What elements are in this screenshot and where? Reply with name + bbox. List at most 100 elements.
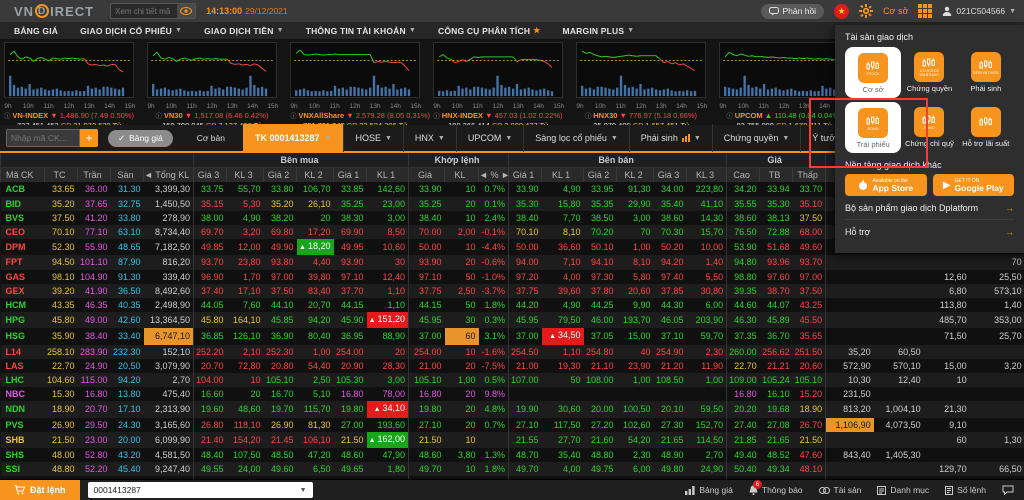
table-row-NBC[interactable]: NBC 15.30 16.80 13.80 475,40 16.60 20 16.70 5,10… [0, 387, 1024, 402]
table-row-SHB[interactable]: SHB 21.50 23.00 20.00 6,099,90 21.40 154,20 21.… [0, 431, 1024, 449]
ticker-cell[interactable]: BID [0, 196, 45, 211]
cell-b1: 33.85 [333, 182, 367, 197]
cell-fl: 33.80 [110, 210, 144, 226]
account-select[interactable]: 0001413287 ▼ [87, 482, 313, 498]
product-tile-hỗ-trợ-lãi-suất[interactable]: Hỗ trợ lãi suất [958, 102, 1014, 153]
col-header-4[interactable]: ◄ Tổng KL ► [142, 167, 194, 183]
tab-hose[interactable]: HOSE ▼ [343, 124, 404, 152]
nav-item-thông-tin-tài-khoản[interactable]: THÔNG TIN TÀI KHOẢN ▼ [305, 25, 416, 36]
tab-hnx[interactable]: HNX ▼ [404, 124, 457, 152]
ticker-cell[interactable]: DPM [0, 239, 45, 256]
ticker-cell[interactable]: SHB [0, 431, 45, 449]
symbol-search[interactable] [110, 3, 197, 19]
cell-bk1: 1,10 [366, 298, 409, 313]
ticker-cell[interactable]: PVS [0, 417, 45, 432]
ticker-cell[interactable]: HSG [0, 328, 45, 345]
ticker-cell[interactable]: SHS [0, 448, 45, 463]
ticker-cell[interactable]: L14 [0, 344, 45, 359]
place-order-button[interactable]: Đặt lệnh [0, 479, 80, 500]
search-input[interactable] [111, 6, 178, 16]
index-panel-vn-index[interactable]: 9h 10h 11h 12h 13h 14h 15h ⓘ VN-INDEX ▼ 1,486.9… [4, 42, 135, 138]
tab-chứng-quyền[interactable]: Chứng quyền ▼ [713, 124, 802, 152]
product-tile-chứng-quyền[interactable]: COVERED WARRANT Chứng quyền [901, 47, 957, 98]
table-row-LHC[interactable]: LHC 104.60 115.00 94.20 2,70 104.00 10 105.10 2,… [0, 373, 1024, 388]
table-row-HSG[interactable]: HSG 35.90 38.40 33.40 6,747,10 36.85 126,10 36.… [0, 328, 1024, 345]
product-tile-chứng-chỉ-quỹ[interactable]: FUND Chứng chỉ quỹ [901, 102, 957, 153]
bottombar-item-danh-mục[interactable]: Danh mục [877, 485, 929, 495]
ticker-cell[interactable]: LAS [0, 358, 45, 374]
cell-sk3: 114,50 [686, 431, 727, 449]
cell-f2 [873, 462, 924, 477]
tab-sàng-lọc-cổ-phiếu[interactable]: Sàng lọc cổ phiếu ▼ [524, 124, 630, 152]
ticker-cell[interactable]: HCM [0, 298, 45, 313]
product-tile-trái-phiếu[interactable]: BOND Trái phiếu [845, 102, 902, 153]
product-tile-cơ-sở[interactable]: STOCK Cơ sở [845, 47, 902, 98]
table-row-L14[interactable]: L14 258.10 283.90 232.30 152,10 252.20 2,10 252… [0, 344, 1024, 359]
ticker-cell[interactable]: SSI [0, 462, 45, 477]
eye-icon[interactable] [177, 4, 196, 18]
table-row-GAS[interactable]: GAS 98.10 104.90 91.30 339,40 96.90 1,70 97.00 3… [0, 269, 1024, 284]
bottombar-item-tài-sản[interactable]: Tài sản [818, 485, 861, 495]
cell-s1: 21.00 [508, 358, 542, 374]
table-row-DPM[interactable]: DPM 52.30 55.90 48.65 7,182,50 49.85 12,00 49.9… [0, 239, 1024, 256]
index-summary: ⓘ VN-INDEX ▼ 1,486.90 (7.49 0.50%) [4, 111, 134, 120]
cell-s3: 34.00 [653, 182, 687, 197]
appstore-button[interactable]: Available on the App Store [845, 174, 927, 196]
ticker-cell[interactable]: HPG [0, 312, 45, 329]
cell-bk3: 1,70 [226, 269, 264, 284]
bottombar-item-bảng-giá[interactable]: Bảng giá [685, 485, 733, 495]
language-flag-icon[interactable]: ★ [834, 3, 850, 19]
table-row-SHS[interactable]: SHS 48.00 52.80 43.20 4,581,50 48.40 107,50 48.… [0, 448, 1024, 463]
ticker-cell[interactable]: BVS [0, 210, 45, 226]
chat-button[interactable] [1002, 485, 1014, 495]
cell-f4 [969, 387, 1024, 402]
tab-upcom[interactable]: UPCOM ▼ [457, 124, 525, 152]
ticker-cell[interactable]: NBC [0, 387, 45, 402]
table-row-NDN[interactable]: NDN 18.90 20.70 17.10 2,313,90 19.60 48,60 19.7… [0, 401, 1024, 418]
basic-view-toggle[interactable]: Cơ bản [196, 133, 225, 143]
table-row-HPG[interactable]: HPG 45.80 49.00 42.60 13,364,50 45.80 164,10 45… [0, 312, 1024, 329]
table-row-HCM[interactable]: HCM 43.35 46.35 40.35 2,498,90 44.05 7,60 44.10… [0, 298, 1024, 313]
ticker-cell[interactable]: FPT [0, 255, 45, 270]
cell-lo: 49.60 [792, 239, 826, 256]
board-view-toggle[interactable]: ✓ Bảng giá [108, 129, 173, 147]
table-row-GEX[interactable]: GEX 39.20 41.90 36.50 8,492,60 37.40 17,10 37.5… [0, 283, 1024, 299]
table-row-SSI[interactable]: SSI 48.80 52.20 45.40 9,247,40 49.55 24,00 49.6… [0, 462, 1024, 477]
ticker-cell[interactable]: NDN [0, 401, 45, 418]
nav-item-bảng-giá[interactable]: BẢNG GIÁ [14, 25, 59, 36]
account-tab[interactable]: TK 0001413287 ▼ [242, 124, 344, 152]
googleplay-button[interactable]: ▶ GET IT ON Google Play [932, 174, 1014, 196]
col-header-13[interactable]: ◄ % ► [478, 167, 509, 183]
table-row-PVS[interactable]: PVS 26.90 29.50 24.30 3,165,60 26.80 118,10 26.… [0, 417, 1024, 432]
nav-item-công-cụ-phân-tích[interactable]: CÔNG CỤ PHÂN TÍCH ★ [437, 25, 541, 36]
add-symbol-input[interactable] [6, 129, 80, 147]
cell-s1: 45.95 [508, 312, 542, 329]
add-symbol-button[interactable]: + [80, 129, 98, 147]
ticker-cell[interactable]: GAS [0, 269, 45, 284]
ticker-cell[interactable]: GEX [0, 283, 45, 299]
nav-item-giao-dịch-cổ-phiếu[interactable]: GIAO DỊCH CỔ PHIẾU ▼ [80, 25, 183, 36]
feedback-button[interactable]: Phản hồi [760, 3, 825, 19]
table-row-LAS[interactable]: LAS 22.70 24.90 20.50 3,079,90 20.70 72,80 20.8… [0, 358, 1024, 374]
bottombar-item-số-lệnh[interactable]: Số lệnh [945, 485, 986, 495]
account-menu[interactable]: 021C504566 ▼ [942, 6, 1016, 16]
cell-s2: 38.50 [583, 210, 617, 226]
table-row-FPT[interactable]: FPT 94.50 101.10 87.90 816,20 93.70 23,80 93.80… [0, 255, 1024, 270]
ticker-cell[interactable]: LHC [0, 373, 45, 388]
apps-grid-icon[interactable] [918, 4, 933, 18]
cell-tot: 8,492,60 [143, 283, 194, 299]
ticker-cell[interactable]: CEO [0, 225, 45, 240]
bottombar-item-thông-báo[interactable]: 6 Thông báo [749, 480, 803, 495]
ticker-cell[interactable]: ACB [0, 182, 45, 197]
product-tile-phái-sinh[interactable]: DERIVATIVES Phái sinh [958, 47, 1014, 98]
tab-phái-sinh[interactable]: Phái sinh ▼ [630, 124, 713, 152]
nav-item-margin-plus[interactable]: MARGIN PLUS ▼ [562, 25, 635, 36]
dplatform-link[interactable]: Bộ sản phẩm giao dịch Dplatform → [845, 196, 1014, 220]
check-icon: ✓ [118, 132, 126, 143]
cell-ce: 46.35 [77, 298, 111, 313]
cell-lo: 33.70 [792, 182, 826, 197]
gear-icon[interactable] [859, 4, 874, 18]
nav-item-giao-dịch-tiền[interactable]: GIAO DỊCH TIỀN ▼ [204, 25, 284, 36]
support-link[interactable]: Hỗ trợ → [845, 227, 1014, 237]
product-icon: COVERED WARRANT [914, 52, 945, 82]
